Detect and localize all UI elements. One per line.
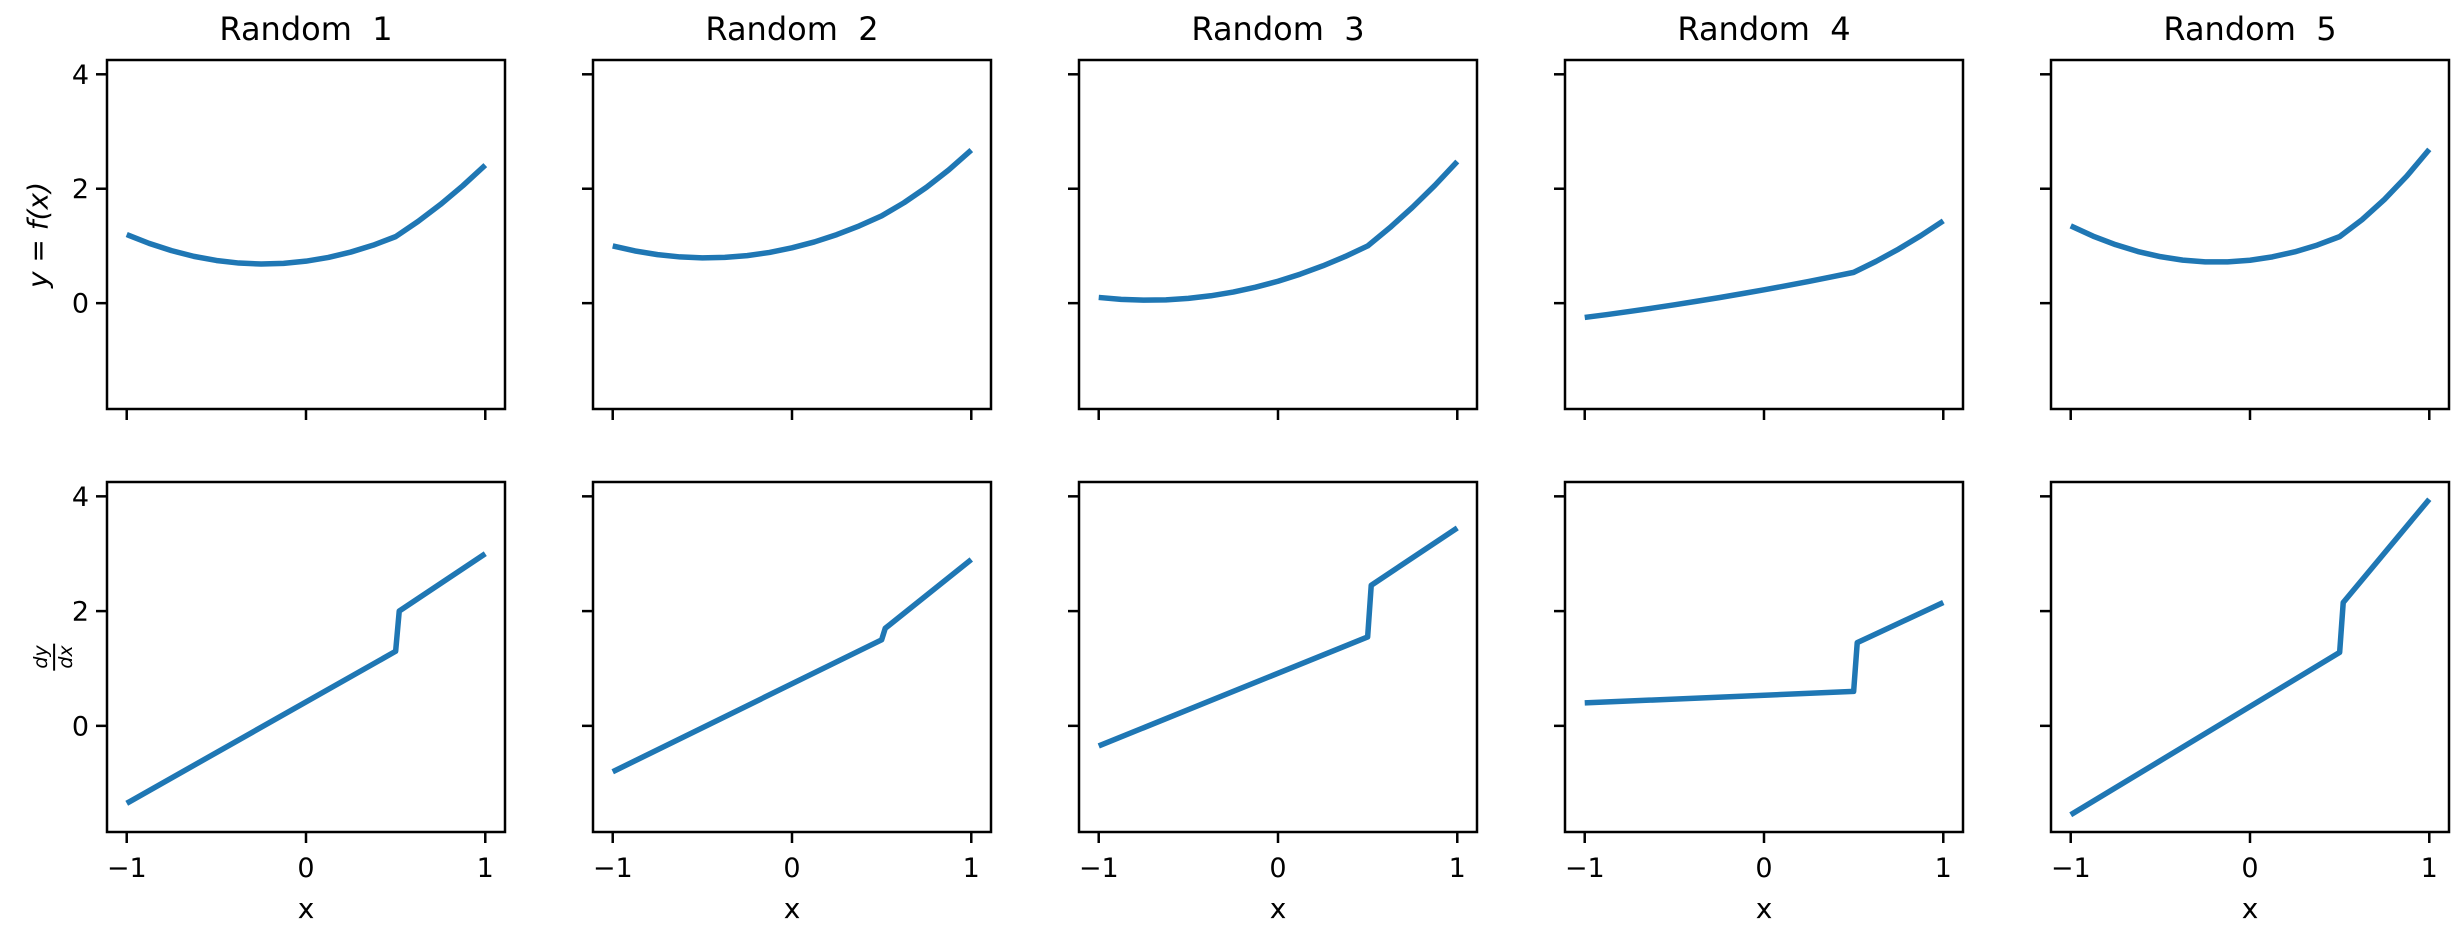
x-tick-label: −1	[1079, 853, 1119, 884]
x-axis-label: x	[2242, 892, 2259, 925]
x-tick-label: −1	[2051, 853, 2091, 884]
x-tick-label: 1	[2421, 853, 2438, 884]
x-axis-label: x	[1270, 892, 1287, 925]
x-tick-label: 0	[1269, 853, 1286, 884]
axes-function-5: Random 5	[2040, 10, 2451, 420]
derivative-curve	[611, 557, 973, 775]
axes-function-3: Random 3	[1068, 10, 1479, 420]
function-curve	[1584, 218, 1945, 321]
x-tick-label: −1	[593, 853, 633, 884]
derivative-curve	[125, 551, 487, 806]
y-tick-label: 0	[72, 289, 89, 320]
axes-spines	[105, 58, 507, 411]
derivative-label-denominator: dx	[55, 645, 77, 669]
subplot-title: Random 1	[219, 10, 392, 48]
x-tick-label: 0	[1755, 853, 1772, 884]
x-tick-label: 0	[2241, 853, 2258, 884]
x-tick-label: 1	[1449, 853, 1466, 884]
function-curve	[2069, 147, 2432, 265]
function-curve	[125, 163, 488, 267]
axes-spines	[1563, 480, 1965, 834]
x-tick-label: 0	[297, 853, 314, 884]
x-axis-label: x	[784, 892, 801, 925]
axes-spines	[591, 480, 993, 834]
axes-derivative-1: −1 0 1 0 2 4 x	[72, 480, 507, 925]
y-axis-label-derivative: dy dx	[30, 643, 77, 671]
axes-spines	[1077, 58, 1479, 411]
axes-function-1: 0 2 4 Random 1	[72, 10, 507, 420]
axes-spines	[2049, 480, 2451, 834]
subplot-title: Random 4	[1677, 10, 1850, 48]
x-tick-label: 0	[783, 853, 800, 884]
derivative-curve	[1097, 525, 1459, 749]
x-axis-label: x	[1756, 892, 1773, 925]
axes-derivative-3: −1 0 1 x	[1068, 480, 1479, 925]
y-tick-label: 4	[72, 482, 89, 513]
axes-function-2: Random 2	[582, 10, 993, 420]
subplot-title: Random 5	[2163, 10, 2336, 48]
y-tick-label: 2	[72, 597, 89, 628]
derivative-curve	[2069, 497, 2432, 818]
derivative-label-numerator: dy	[30, 643, 55, 671]
x-axis-label: x	[298, 892, 315, 925]
x-tick-label: 1	[1935, 853, 1952, 884]
x-tick-label: 1	[477, 853, 494, 884]
function-curve	[1098, 159, 1460, 303]
y-tick-label: 2	[72, 174, 89, 205]
y-axis-label-function: y = f(x)	[21, 181, 55, 289]
function-curve	[612, 148, 974, 261]
y-tick-label: 4	[72, 60, 89, 91]
axes-derivative-5: −1 0 1 x	[2040, 480, 2451, 925]
axes-derivative-2: −1 0 1 x	[582, 480, 993, 925]
x-tick-label: −1	[107, 853, 147, 884]
axes-spines	[1563, 58, 1965, 411]
axes-spines	[2049, 58, 2451, 411]
x-tick-label: 1	[963, 853, 980, 884]
axes-spines	[591, 58, 993, 411]
axes-spines	[1077, 480, 1479, 834]
derivative-curve	[1584, 599, 1945, 706]
subplot-title: Random 2	[705, 10, 878, 48]
axes-function-4: Random 4	[1554, 10, 1965, 420]
y-tick-label: 0	[72, 711, 89, 742]
x-tick-label: −1	[1565, 853, 1605, 884]
axes-derivative-4: −1 0 1 x	[1554, 480, 1965, 925]
subplot-title: Random 3	[1191, 10, 1364, 48]
